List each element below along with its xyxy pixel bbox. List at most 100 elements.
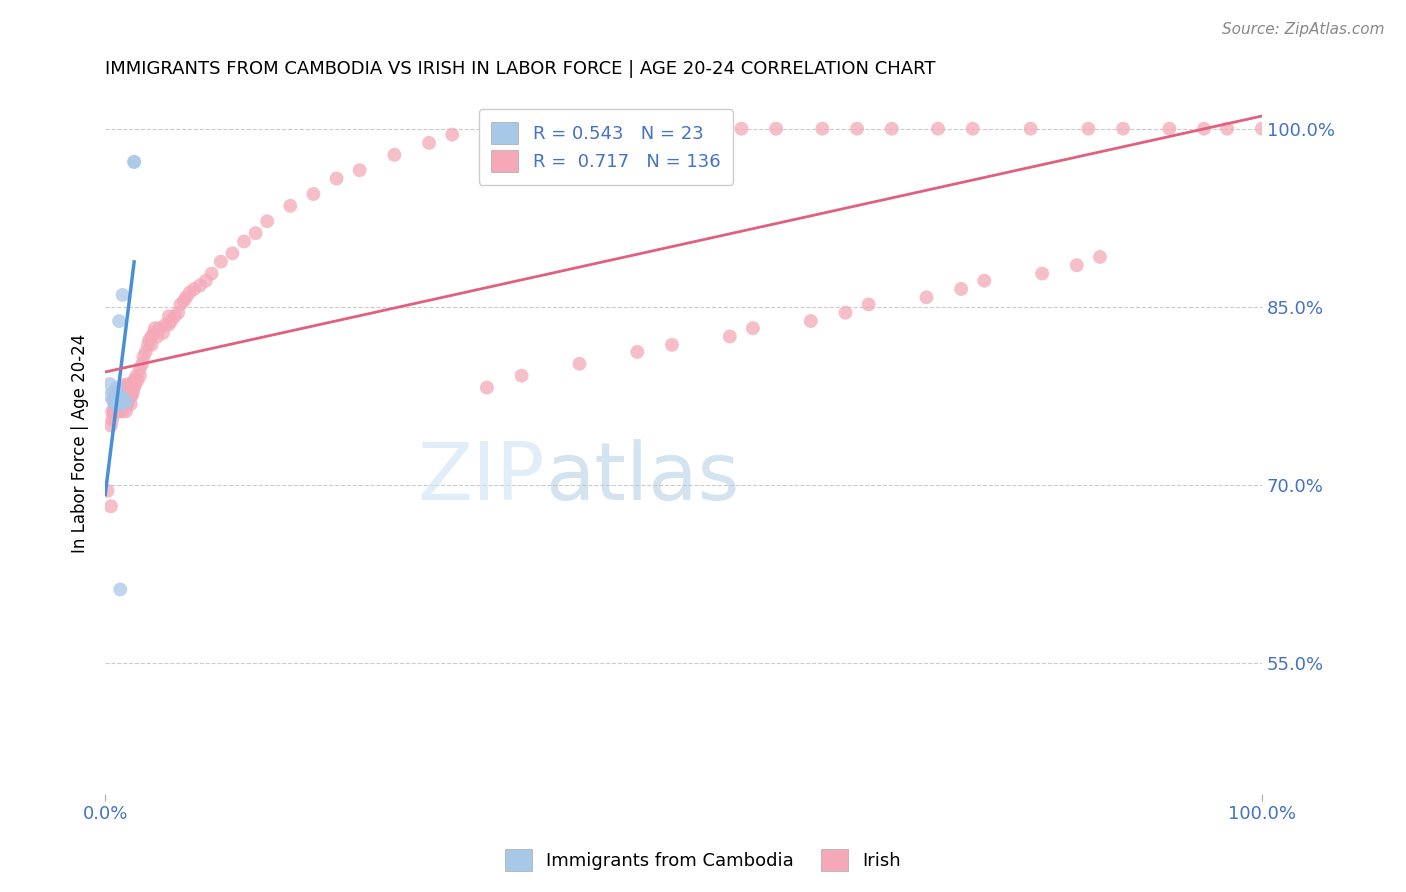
- Point: [1192, 121, 1215, 136]
- Point: [104, 392, 127, 407]
- Point: [103, 404, 125, 418]
- Point: [103, 389, 125, 403]
- Point: [108, 385, 131, 400]
- Point: [169, 297, 191, 311]
- Point: [533, 121, 555, 136]
- Point: [114, 389, 136, 403]
- Point: [105, 380, 128, 394]
- Point: [107, 390, 129, 404]
- Point: [765, 121, 787, 136]
- Point: [1112, 121, 1135, 136]
- Point: [579, 121, 602, 136]
- Point: [325, 171, 347, 186]
- Point: [98, 389, 121, 403]
- Point: [124, 376, 146, 391]
- Point: [245, 226, 267, 240]
- Point: [115, 389, 138, 403]
- Point: [122, 155, 145, 169]
- Point: [105, 394, 128, 409]
- Point: [108, 314, 131, 328]
- Point: [120, 397, 142, 411]
- Point: [418, 136, 440, 150]
- Point: [114, 397, 136, 411]
- Point: [138, 333, 160, 347]
- Point: [1251, 121, 1274, 136]
- Point: [141, 329, 163, 343]
- Point: [730, 121, 752, 136]
- Point: [141, 338, 163, 352]
- Point: [110, 385, 132, 400]
- Point: [233, 235, 256, 249]
- Point: [349, 163, 371, 178]
- Point: [188, 278, 211, 293]
- Point: [384, 148, 406, 162]
- Point: [718, 329, 741, 343]
- Point: [111, 397, 134, 411]
- Point: [107, 397, 129, 411]
- Point: [111, 389, 134, 403]
- Point: [811, 121, 834, 136]
- Point: [103, 404, 125, 418]
- Point: [108, 392, 131, 407]
- Point: [115, 397, 138, 411]
- Point: [110, 390, 132, 404]
- Point: [927, 121, 949, 136]
- Point: [129, 368, 152, 383]
- Point: [122, 373, 145, 387]
- Point: [117, 385, 139, 400]
- Point: [880, 121, 903, 136]
- Point: [103, 394, 125, 409]
- Point: [105, 397, 128, 411]
- Legend: R = 0.543   N = 23, R =  0.717   N = 136: R = 0.543 N = 23, R = 0.717 N = 136: [478, 109, 733, 185]
- Point: [122, 155, 145, 169]
- Point: [98, 376, 121, 391]
- Point: [105, 401, 128, 415]
- Point: [108, 397, 131, 411]
- Point: [183, 282, 205, 296]
- Point: [110, 397, 132, 411]
- Point: [475, 380, 498, 394]
- Text: atlas: atlas: [544, 440, 740, 517]
- Point: [104, 389, 127, 403]
- Point: [117, 392, 139, 407]
- Point: [742, 321, 765, 335]
- Point: [114, 380, 136, 394]
- Point: [108, 392, 131, 407]
- Point: [950, 282, 973, 296]
- Point: [142, 326, 165, 340]
- Point: [221, 246, 243, 260]
- Point: [661, 338, 683, 352]
- Point: [499, 121, 522, 136]
- Point: [160, 314, 183, 328]
- Point: [104, 401, 127, 415]
- Point: [100, 500, 122, 514]
- Point: [915, 290, 938, 304]
- Point: [122, 376, 145, 391]
- Point: [127, 373, 149, 387]
- Point: [155, 318, 177, 332]
- Text: Source: ZipAtlas.com: Source: ZipAtlas.com: [1222, 22, 1385, 37]
- Point: [107, 404, 129, 418]
- Text: IMMIGRANTS FROM CAMBODIA VS IRISH IN LABOR FORCE | AGE 20-24 CORRELATION CHART: IMMIGRANTS FROM CAMBODIA VS IRISH IN LAB…: [105, 60, 936, 78]
- Point: [112, 394, 135, 409]
- Point: [132, 350, 155, 364]
- Point: [1159, 121, 1181, 136]
- Point: [112, 385, 135, 400]
- Point: [112, 392, 135, 407]
- Text: ZIP: ZIP: [418, 440, 544, 517]
- Point: [146, 329, 169, 343]
- Point: [1019, 121, 1042, 136]
- Point: [256, 214, 278, 228]
- Point: [115, 394, 138, 409]
- Point: [152, 326, 174, 340]
- Point: [110, 389, 132, 403]
- Point: [110, 390, 132, 404]
- Point: [103, 407, 125, 421]
- Point: [121, 380, 143, 394]
- Point: [167, 306, 190, 320]
- Point: [129, 361, 152, 376]
- Point: [101, 412, 124, 426]
- Point: [111, 288, 134, 302]
- Point: [201, 267, 224, 281]
- Point: [302, 186, 325, 201]
